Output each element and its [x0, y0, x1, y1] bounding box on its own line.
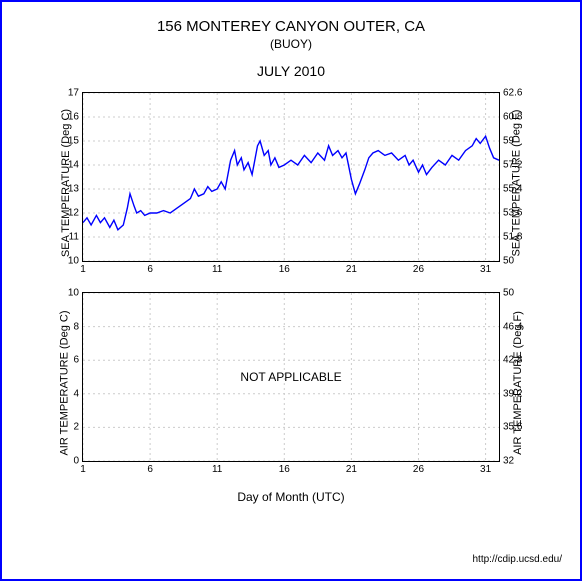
x-tick-label: 31	[480, 261, 491, 275]
y-left-tick-label: 2	[73, 422, 83, 433]
y-right-tick-label: 62.6	[499, 88, 522, 99]
header: 156 MONTEREY CANYON OUTER, CA (BUOY) JUL…	[12, 18, 570, 79]
x-axis-label: Day of Month (UTC)	[12, 490, 570, 504]
station-title: 156 MONTEREY CANYON OUTER, CA	[12, 18, 570, 35]
sea-temp-panel: 16111621263110111213141516175051.853.655…	[82, 92, 500, 262]
y-left-tick-label: 10	[68, 256, 83, 267]
y-right-tick-label: 50	[499, 256, 514, 267]
x-tick-label: 26	[413, 261, 424, 275]
x-tick-label: 21	[346, 261, 357, 275]
chart-container: 156 MONTEREY CANYON OUTER, CA (BUOY) JUL…	[0, 0, 582, 581]
y-left-tick-label: 4	[73, 388, 83, 399]
x-tick-label: 31	[480, 461, 491, 475]
air-temp-left-axis-label: AIR TEMPERATURE (Deg C)	[59, 310, 71, 455]
sea-temp-plot	[83, 93, 499, 261]
y-right-tick-label: 50	[499, 288, 514, 299]
x-tick-label: 26	[413, 461, 424, 475]
not-applicable-text: NOT APPLICABLE	[83, 370, 499, 384]
y-left-tick-label: 6	[73, 355, 83, 366]
attribution-link[interactable]: http://cdip.ucsd.edu/	[472, 554, 562, 565]
y-left-tick-label: 8	[73, 321, 83, 332]
y-right-tick-label: 32	[499, 456, 514, 467]
air-temp-right-axis-label: AIR TEMPERATURE (Deg F)	[512, 311, 524, 455]
x-tick-label: 6	[147, 461, 153, 475]
x-tick-label: 11	[212, 261, 222, 275]
x-tick-label: 16	[279, 461, 290, 475]
y-left-tick-label: 17	[68, 88, 83, 99]
sea-temp-left-axis-label: SEA TEMPERATURE (Deg C)	[60, 109, 72, 257]
station-subtitle: (BUOY)	[12, 37, 570, 51]
sea-temp-right-axis-label: SEA TEMPERATURE (Deg F)	[511, 110, 523, 257]
x-tick-label: 21	[346, 461, 357, 475]
y-left-tick-label: 0	[73, 456, 83, 467]
y-left-tick-label: 10	[68, 288, 83, 299]
period-title: JULY 2010	[12, 63, 570, 79]
air-temp-panel: NOT APPLICABLE 16111621263102468103235.6…	[82, 292, 500, 462]
chart-inner: 156 MONTEREY CANYON OUTER, CA (BUOY) JUL…	[12, 12, 570, 569]
x-tick-label: 16	[279, 261, 290, 275]
x-tick-label: 6	[147, 261, 153, 275]
x-tick-label: 11	[212, 461, 222, 475]
